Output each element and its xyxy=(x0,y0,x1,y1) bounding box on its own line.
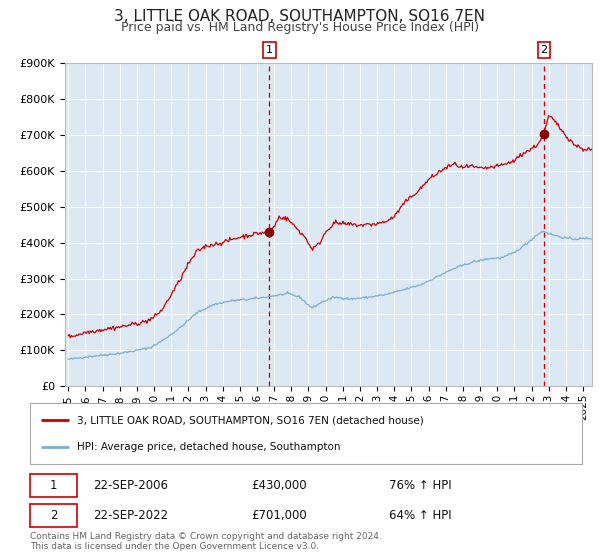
Text: 3, LITTLE OAK ROAD, SOUTHAMPTON, SO16 7EN (detached house): 3, LITTLE OAK ROAD, SOUTHAMPTON, SO16 7E… xyxy=(77,415,424,425)
Text: 2: 2 xyxy=(541,45,547,55)
Text: 22-SEP-2022: 22-SEP-2022 xyxy=(94,510,169,522)
Text: 3, LITTLE OAK ROAD, SOUTHAMPTON, SO16 7EN: 3, LITTLE OAK ROAD, SOUTHAMPTON, SO16 7E… xyxy=(115,9,485,24)
Text: Price paid vs. HM Land Registry's House Price Index (HPI): Price paid vs. HM Land Registry's House … xyxy=(121,21,479,34)
Text: Contains HM Land Registry data © Crown copyright and database right 2024.
This d: Contains HM Land Registry data © Crown c… xyxy=(30,532,382,552)
Text: HPI: Average price, detached house, Southampton: HPI: Average price, detached house, Sout… xyxy=(77,442,340,452)
Text: 64% ↑ HPI: 64% ↑ HPI xyxy=(389,510,451,522)
FancyBboxPatch shape xyxy=(30,505,77,528)
FancyBboxPatch shape xyxy=(30,474,77,497)
Text: 1: 1 xyxy=(266,45,273,55)
Text: 2: 2 xyxy=(50,510,58,522)
Text: 1: 1 xyxy=(50,479,58,492)
Text: 22-SEP-2006: 22-SEP-2006 xyxy=(94,479,169,492)
Text: £430,000: £430,000 xyxy=(251,479,307,492)
Text: £701,000: £701,000 xyxy=(251,510,307,522)
Text: 76% ↑ HPI: 76% ↑ HPI xyxy=(389,479,451,492)
